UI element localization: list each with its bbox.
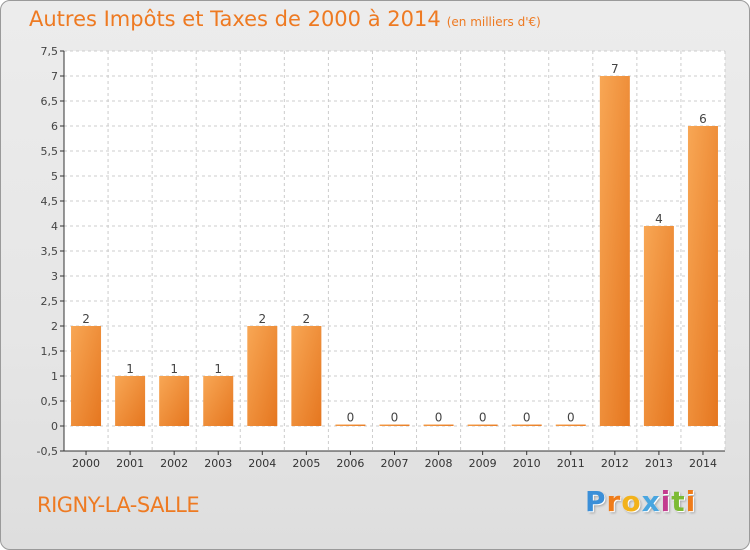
y-tick-label: 6,5 [41, 95, 59, 108]
y-tick-label: 3,5 [41, 245, 59, 258]
data-label: 2 [258, 312, 266, 326]
y-tick-label: 1,5 [41, 345, 59, 358]
bar [511, 424, 542, 426]
bar [159, 376, 190, 426]
y-tick-label: 7,5 [41, 45, 59, 58]
y-tick-label: 6 [51, 120, 58, 133]
data-label: 0 [479, 411, 487, 425]
logo-letter: P [585, 485, 607, 518]
bar [203, 376, 234, 426]
data-label: 2 [303, 312, 311, 326]
grid-lines [63, 50, 726, 452]
x-tick-label: 2000 [72, 457, 100, 470]
x-tick-label: 2001 [116, 457, 144, 470]
x-tick-label: 2011 [557, 457, 585, 470]
x-tick-label: 2009 [469, 457, 497, 470]
data-label: 0 [435, 411, 443, 425]
bar [115, 376, 146, 426]
chart-unit: (en milliers d'€) [446, 15, 541, 29]
y-tick-label: 4 [51, 220, 58, 233]
data-label: 0 [567, 411, 575, 425]
y-tick-label: 7 [51, 70, 58, 83]
x-tick-label: 2006 [336, 457, 364, 470]
data-label: 0 [391, 411, 399, 425]
bar [291, 326, 322, 426]
bars [71, 76, 718, 426]
y-tick-label: 0 [51, 420, 58, 433]
logo-letter: i [660, 485, 672, 518]
data-label: 7 [611, 62, 619, 76]
x-tick-label: 2008 [425, 457, 453, 470]
y-tick-label: 2 [51, 320, 58, 333]
chart-title-text: Autres Impôts et Taxes de 2000 à 2014 [29, 7, 441, 31]
data-label: 1 [214, 362, 222, 376]
x-tick-label: 2003 [204, 457, 232, 470]
y-tick-label: 4,5 [41, 195, 59, 208]
bar [423, 424, 454, 426]
logo-letter: x [641, 485, 661, 518]
y-tick-label: 5,5 [41, 145, 59, 158]
y-tick-label: 0,5 [41, 395, 59, 408]
x-tick-label: 2010 [513, 457, 541, 470]
x-tick-label: 2014 [689, 457, 717, 470]
x-tick-label: 2004 [248, 457, 276, 470]
y-tick-label: 1 [51, 370, 58, 383]
y-tick-label: 5 [51, 170, 58, 183]
bar [335, 424, 366, 426]
x-tick-label: 2007 [381, 457, 409, 470]
logo-letter: r [606, 485, 622, 518]
x-tick-label: 2013 [645, 457, 673, 470]
logo-letter: i [685, 485, 697, 518]
x-tick-label: 2005 [292, 457, 320, 470]
town-name: RIGNY-LA-SALLE [37, 493, 200, 517]
y-tick-label: 2,5 [41, 295, 59, 308]
data-label: 4 [655, 212, 663, 226]
data-label: 2 [82, 312, 90, 326]
bar [379, 424, 410, 426]
bar [687, 126, 718, 426]
logo-letter: o [621, 485, 642, 518]
y-tick-label: 3 [51, 270, 58, 283]
data-label: 6 [699, 112, 707, 126]
bar [71, 326, 102, 426]
labels: 2 2000 1 2001 1 2002 1 2003 2 2004 2 2005 0 2006 0 2007… [72, 62, 717, 470]
bar [467, 424, 498, 426]
logo-letter: t [671, 485, 686, 518]
x-tick-label: 2012 [601, 457, 629, 470]
bar [247, 326, 278, 426]
data-label: 1 [126, 362, 134, 376]
y-tick-label: -0,5 [37, 445, 58, 458]
data-label: 0 [347, 411, 355, 425]
proxiti-logo[interactable]: Proxiti [585, 485, 696, 518]
bar [643, 226, 674, 426]
x-tick-label: 2002 [160, 457, 188, 470]
chart-title: Autres Impôts et Taxes de 2000 à 2014 (en… [29, 7, 541, 31]
axes: -0,5 0 0,5 1 1,5 2 2,5 3 3,5 4 4,5 5 5,5 6 6,5 7 7,5 [37, 45, 725, 458]
bar [555, 424, 586, 426]
bar [599, 76, 630, 426]
data-label: 0 [523, 411, 531, 425]
data-label: 1 [170, 362, 178, 376]
